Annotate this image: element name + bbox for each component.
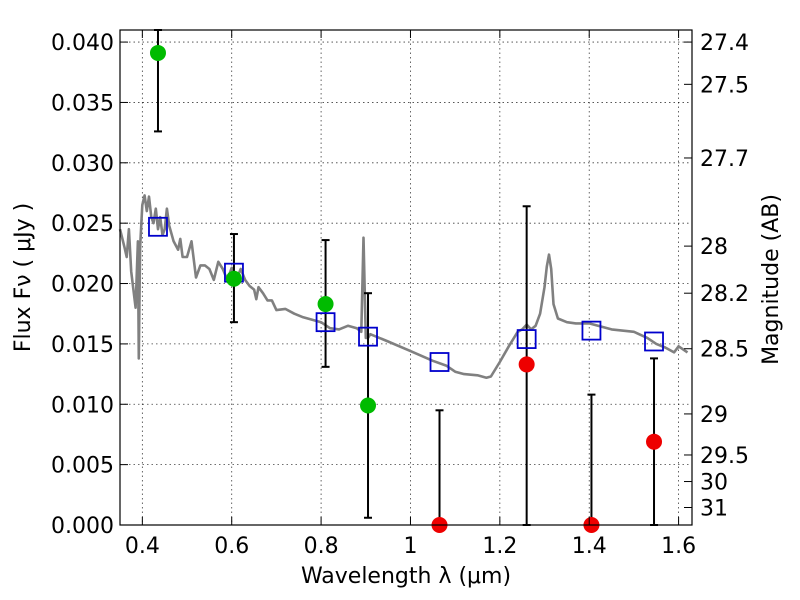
spectrum-layer bbox=[118, 194, 689, 379]
x-tick-label: 0.6 bbox=[214, 534, 249, 559]
y-tick-labels: 0.000 0.005 0.010 0.015 0.020 0.025 0.030 0.035… bbox=[51, 31, 114, 539]
plot-frame bbox=[119, 29, 693, 526]
y-axis-label: Flux Fν ( μJy ) bbox=[11, 203, 36, 352]
grid-layer bbox=[120, 30, 692, 526]
y-tick-label: 0.005 bbox=[51, 454, 114, 479]
magnitude-tick-label: 28.2 bbox=[700, 282, 749, 307]
magnitude-tick-label: 29 bbox=[700, 403, 728, 428]
x-tick-label: 0.8 bbox=[304, 534, 339, 559]
magnitude-tick-label: 28.5 bbox=[700, 338, 749, 363]
model-photometry-square bbox=[516, 329, 537, 349]
magnitude-tick-label: 29.5 bbox=[700, 444, 749, 469]
magnitude-tick-label: 27.5 bbox=[700, 73, 749, 98]
magnitude-tick-label: 27.7 bbox=[700, 147, 749, 172]
y2-axis-label: Magnitude (AB) bbox=[759, 194, 784, 365]
detection-point bbox=[360, 397, 377, 414]
x-tick-label: 1.4 bbox=[572, 534, 607, 559]
magnitude-tick-label: 27.4 bbox=[700, 31, 749, 56]
model-photometry-square bbox=[581, 320, 602, 341]
x-tick-labels: 0.4 0.6 0.8 1 1.2 1.4 1.6 bbox=[125, 534, 696, 559]
model-photometry-square bbox=[644, 331, 664, 352]
detection-point bbox=[317, 296, 334, 313]
model-photometry-squares bbox=[148, 216, 664, 372]
y-tick-label: 0.035 bbox=[51, 91, 114, 116]
x-axis-label: Wavelength λ (μm) bbox=[301, 564, 511, 589]
y-tick-label: 0.020 bbox=[51, 273, 114, 298]
y-tick-label: 0.000 bbox=[51, 514, 114, 539]
x-tick-label: 1.2 bbox=[482, 534, 517, 559]
model-photometry-square bbox=[358, 326, 378, 347]
model-spectrum-line bbox=[118, 194, 689, 379]
y-tick-label: 0.025 bbox=[51, 212, 114, 237]
non-detection-point bbox=[646, 433, 663, 450]
x-tick-label: 0.4 bbox=[125, 534, 160, 559]
magnitude-tick-label: 30 bbox=[700, 471, 728, 496]
tick-marks bbox=[120, 30, 692, 526]
observed-points bbox=[149, 44, 663, 533]
non-detection-point bbox=[518, 356, 535, 373]
x-tick-label: 1 bbox=[403, 534, 417, 559]
y-tick-label: 0.040 bbox=[51, 31, 114, 56]
model-photometry-square bbox=[148, 216, 168, 237]
y-tick-label: 0.010 bbox=[51, 393, 114, 418]
y-tick-label: 0.015 bbox=[51, 333, 114, 358]
model-photometry-square bbox=[315, 312, 336, 333]
x-tick-label: 1.6 bbox=[661, 534, 696, 559]
y-tick-label: 0.030 bbox=[51, 152, 114, 177]
detection-point bbox=[149, 44, 166, 61]
magnitude-tick-label: 31 bbox=[700, 496, 728, 521]
magnitude-tick-label: 28 bbox=[700, 235, 728, 260]
detection-point bbox=[225, 270, 242, 287]
model-photometry-square bbox=[429, 352, 450, 372]
